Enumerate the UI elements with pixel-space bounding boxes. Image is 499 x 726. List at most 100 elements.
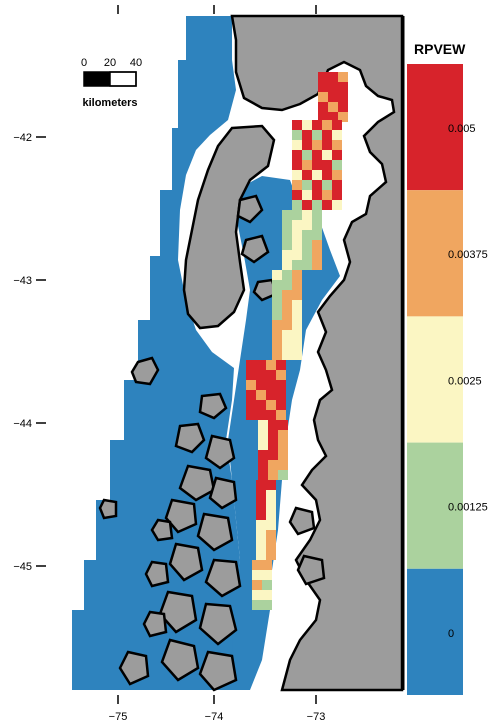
scale-segment-filled <box>84 72 110 86</box>
rpvew-cell <box>322 200 332 210</box>
longitude-tick-label: −75 <box>109 711 128 723</box>
rpvew-cell <box>302 200 312 210</box>
rpvew-cell <box>276 400 286 410</box>
rpvew-cell <box>246 380 256 390</box>
rpvew-cell <box>292 140 302 150</box>
rpvew-cell <box>322 160 332 170</box>
rpvew-cell <box>282 240 292 250</box>
rpvew-cell <box>318 82 328 92</box>
legend-title: RPVEW <box>414 41 466 57</box>
rpvew-cell <box>246 360 256 370</box>
rpvew-cell <box>302 140 312 150</box>
island <box>178 464 216 502</box>
rpvew-cell <box>302 260 312 270</box>
rpvew-cell <box>266 510 276 520</box>
axis-ticks <box>36 5 317 704</box>
rpvew-cell <box>292 250 302 260</box>
rpvew-cell <box>332 120 342 130</box>
rpvew-cell <box>282 290 292 300</box>
island <box>118 650 150 686</box>
rpvew-cell <box>312 130 322 140</box>
rpvew-cell <box>262 600 272 610</box>
rpvew-cell <box>272 330 282 340</box>
rpvew-cell <box>272 280 282 290</box>
island <box>198 650 238 692</box>
rpvew-cell <box>252 580 262 590</box>
legend-swatches: 0.005 0.00375 0.0025 0.00125 0 <box>407 64 488 695</box>
rpvew-cell <box>282 350 292 360</box>
scale-bar-border <box>83 71 137 87</box>
rpvew-cell <box>246 400 256 410</box>
island <box>144 560 170 588</box>
rpvew-cell <box>266 380 276 390</box>
rpvew-cell <box>276 360 286 370</box>
rpvew-cell <box>282 300 292 310</box>
scale-label: 40 <box>130 57 142 69</box>
rpvew-cell <box>312 220 322 230</box>
rpvew-cell <box>302 250 312 260</box>
rpvew-cell <box>256 510 266 520</box>
rpvew-cell <box>262 560 272 570</box>
rpvew-cell <box>292 160 302 170</box>
rpvew-cell <box>318 72 328 82</box>
rpvew-cell <box>292 310 302 320</box>
rpvew-cell <box>262 570 272 580</box>
rpvew-cell <box>302 240 312 250</box>
rpvew-cell <box>246 410 256 420</box>
legend-swatch <box>407 190 463 317</box>
legend-swatch <box>407 442 463 569</box>
rpvew-cell <box>292 300 302 310</box>
rpvew-cell <box>256 540 266 550</box>
rpvew-cell <box>282 340 292 350</box>
rpvew-cell <box>312 150 322 160</box>
rpvew-cell <box>272 320 282 330</box>
rpvew-cell <box>258 420 268 430</box>
rpvew-cell <box>312 210 322 220</box>
rpvew-cell <box>282 330 292 340</box>
rpvew-cell <box>322 150 332 160</box>
rpvew-cell <box>332 170 342 180</box>
rpvew-cell <box>258 430 268 440</box>
rpvew-cell <box>318 102 328 112</box>
rpvew-cell <box>256 490 266 500</box>
rpvew-cell <box>302 120 312 130</box>
legend-swatch <box>407 316 463 443</box>
rpvew-cell <box>332 140 342 150</box>
rpvew-cell <box>322 180 332 190</box>
rpvew-cell <box>338 112 348 122</box>
rpvew-cell <box>312 190 322 200</box>
rpvew-cell <box>322 130 332 140</box>
rpvew-cell <box>312 160 322 170</box>
rpvew-cell <box>278 470 288 480</box>
island <box>164 498 198 534</box>
rpvew-cell <box>282 280 292 290</box>
legend-swatch <box>407 568 463 695</box>
rpvew-cell <box>278 420 288 430</box>
rpvew-cell <box>302 190 312 200</box>
rpvew-cell <box>282 250 292 260</box>
latitude-tick-label: −44 <box>13 418 32 430</box>
rpvew-cell <box>278 450 288 460</box>
rpvew-cell <box>328 92 338 102</box>
rpvew-cells <box>246 72 348 610</box>
rpvew-cell <box>328 82 338 92</box>
rpvew-cell <box>266 550 276 560</box>
rpvew-cell <box>266 530 276 540</box>
rpvew-cell <box>292 170 302 180</box>
rpvew-cell <box>312 240 322 250</box>
rpvew-cell <box>256 500 266 510</box>
rpvew-cell <box>276 380 286 390</box>
legend-label: 0.0025 <box>448 375 482 387</box>
rpvew-cell <box>302 150 312 160</box>
rpvew-cell <box>312 250 322 260</box>
rpvew-cell <box>266 410 276 420</box>
rpvew-cell <box>252 600 262 610</box>
rpvew-cell <box>272 270 282 280</box>
rpvew-cell <box>332 200 342 210</box>
rpvew-cell <box>292 200 302 210</box>
rpvew-cell <box>338 82 348 92</box>
rpvew-cell <box>258 460 268 470</box>
rpvew-cell <box>258 440 268 450</box>
longitude-tick-label: −74 <box>205 711 224 723</box>
